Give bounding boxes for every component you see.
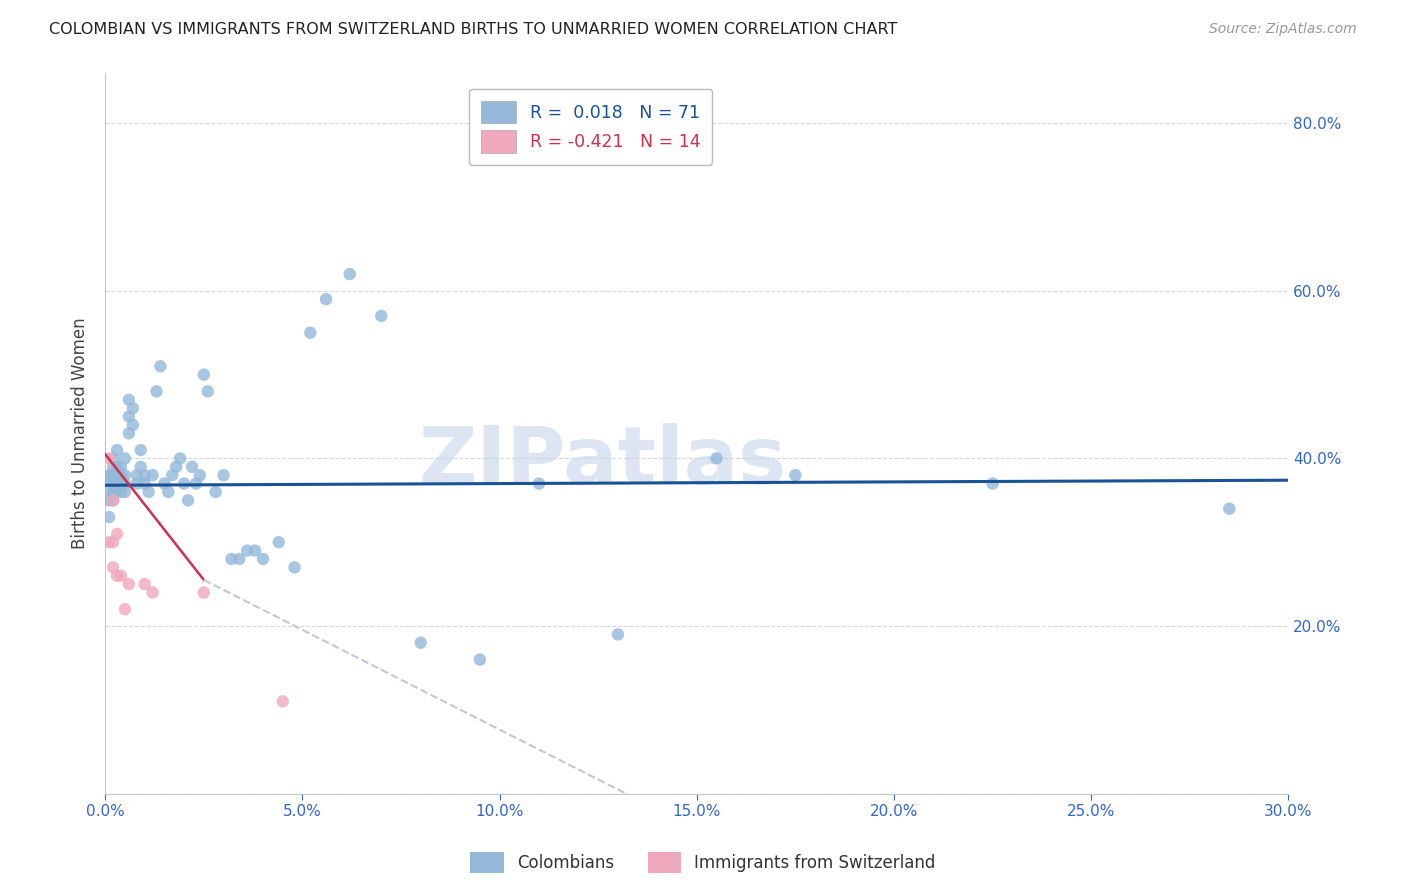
Point	[98, 476, 121, 491]
Point	[114, 476, 136, 491]
Point	[141, 585, 163, 599]
Point	[105, 568, 128, 582]
Point	[370, 309, 392, 323]
Point	[706, 451, 728, 466]
Point	[101, 493, 124, 508]
Point	[125, 468, 148, 483]
Point	[243, 543, 266, 558]
Point	[98, 510, 121, 524]
Point	[607, 627, 630, 641]
Point	[118, 577, 141, 591]
Point	[105, 476, 128, 491]
Point	[101, 476, 124, 491]
Point	[527, 476, 550, 491]
Point	[110, 459, 132, 474]
Point	[101, 468, 124, 483]
Point	[134, 468, 156, 483]
Point	[105, 526, 128, 541]
Point	[101, 560, 124, 574]
Point	[1218, 501, 1240, 516]
Point	[157, 485, 180, 500]
Point	[149, 359, 172, 374]
Text: ZIPatlas: ZIPatlas	[418, 423, 786, 501]
Point	[121, 417, 143, 432]
Point	[252, 552, 274, 566]
Point	[177, 493, 200, 508]
Point	[129, 443, 152, 458]
Point	[409, 636, 432, 650]
Point	[165, 459, 187, 474]
Point	[138, 485, 160, 500]
Point	[125, 476, 148, 491]
Y-axis label: Births to Unmarried Women: Births to Unmarried Women	[72, 318, 89, 549]
Point	[212, 468, 235, 483]
Point	[197, 384, 219, 399]
Point	[188, 468, 211, 483]
Point	[193, 585, 215, 599]
Point	[98, 451, 121, 466]
Point	[118, 409, 141, 424]
Point	[98, 493, 121, 508]
Point	[184, 476, 207, 491]
Point	[169, 451, 191, 466]
Point	[110, 568, 132, 582]
Point	[98, 468, 121, 483]
Text: COLOMBIAN VS IMMIGRANTS FROM SWITZERLAND BIRTHS TO UNMARRIED WOMEN CORRELATION C: COLOMBIAN VS IMMIGRANTS FROM SWITZERLAND…	[49, 22, 897, 37]
Point	[110, 476, 132, 491]
Point	[193, 368, 215, 382]
Point	[105, 468, 128, 483]
Point	[173, 476, 195, 491]
Point	[785, 468, 807, 483]
Point	[134, 476, 156, 491]
Point	[153, 476, 176, 491]
Point	[114, 468, 136, 483]
Point	[101, 493, 124, 508]
Point	[101, 485, 124, 500]
Point	[204, 485, 226, 500]
Point	[236, 543, 259, 558]
Point	[468, 652, 491, 666]
Point	[110, 468, 132, 483]
Point	[339, 267, 361, 281]
Point	[145, 384, 167, 399]
Point	[129, 459, 152, 474]
Point	[228, 552, 250, 566]
Point	[101, 535, 124, 549]
Point	[283, 560, 305, 574]
Point	[121, 401, 143, 416]
Point	[134, 577, 156, 591]
Point	[271, 694, 294, 708]
Point	[315, 292, 337, 306]
Point	[105, 443, 128, 458]
Point	[105, 485, 128, 500]
Point	[101, 459, 124, 474]
Point	[101, 451, 124, 466]
Point	[114, 485, 136, 500]
Point	[118, 426, 141, 441]
Point	[105, 459, 128, 474]
Text: Source: ZipAtlas.com: Source: ZipAtlas.com	[1209, 22, 1357, 37]
Point	[98, 535, 121, 549]
Point	[267, 535, 290, 549]
Point	[981, 476, 1004, 491]
Point	[181, 459, 204, 474]
Point	[221, 552, 243, 566]
Point	[299, 326, 322, 340]
Point	[110, 485, 132, 500]
Point	[162, 468, 184, 483]
Point	[114, 602, 136, 616]
Legend: Colombians, Immigrants from Switzerland: Colombians, Immigrants from Switzerland	[464, 846, 942, 880]
Point	[118, 392, 141, 407]
Point	[114, 451, 136, 466]
Point	[141, 468, 163, 483]
Legend: R =  0.018   N = 71, R = -0.421   N = 14: R = 0.018 N = 71, R = -0.421 N = 14	[468, 89, 713, 165]
